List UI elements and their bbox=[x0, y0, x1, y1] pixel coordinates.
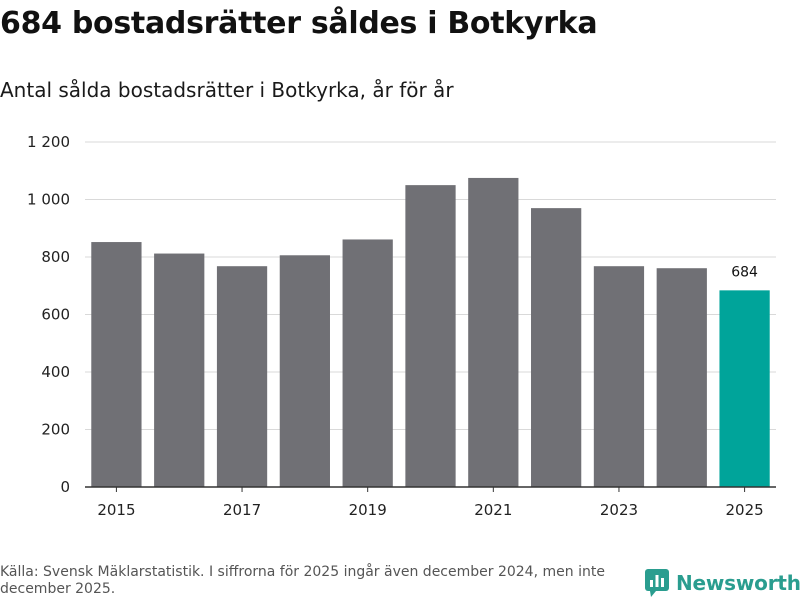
y-tick-label: 800 bbox=[41, 248, 70, 266]
x-tick-label: 2021 bbox=[474, 501, 512, 519]
y-tick-label: 200 bbox=[41, 421, 70, 439]
bar-2016 bbox=[154, 253, 205, 487]
y-tick-label: 0 bbox=[60, 478, 70, 496]
y-tick-label: 1 000 bbox=[27, 191, 70, 209]
bars bbox=[85, 177, 776, 488]
bar-2023 bbox=[593, 266, 645, 487]
y-tick-label: 600 bbox=[41, 306, 70, 324]
bar-2019 bbox=[342, 239, 393, 487]
bar-2018 bbox=[279, 255, 330, 487]
chart-subtitle: Antal sålda bostadsrätter i Botkyrka, år… bbox=[0, 78, 454, 102]
x-tick-label: 2015 bbox=[97, 501, 135, 519]
x-tick-label: 2025 bbox=[725, 501, 763, 519]
x-tick-label: 2017 bbox=[223, 501, 261, 519]
bar-2015 bbox=[91, 242, 142, 487]
bar-2017 bbox=[216, 266, 268, 487]
bar-2021 bbox=[468, 177, 519, 487]
source-note: Källa: Svensk Mäklarstatistik. I siffror… bbox=[0, 564, 605, 597]
y-tick-label: 1 200 bbox=[27, 133, 70, 151]
brand-logo[interactable]: Newsworthy bbox=[644, 566, 800, 600]
brand-name: Newsworthy bbox=[676, 571, 800, 595]
bar-2025 bbox=[719, 290, 770, 487]
chart-title: 684 bostadsrätter såldes i Botkyrka bbox=[0, 6, 598, 41]
x-tick-label: 2019 bbox=[349, 501, 387, 519]
bar-2024 bbox=[656, 268, 707, 487]
data-label-2025: 684 bbox=[731, 264, 758, 280]
y-tick-label: 400 bbox=[41, 363, 70, 381]
bar-2022 bbox=[531, 208, 582, 487]
newsworthy-logo-icon bbox=[645, 569, 669, 597]
bar-chart: 0 200 400 600 800 1 000 1 200 2015 2017 2019 2021… bbox=[27, 133, 776, 519]
x-axis-ticks: 2015 2017 2019 2021 2023 2025 bbox=[97, 487, 764, 519]
y-axis-ticks: 0 200 400 600 800 1 000 1 200 bbox=[27, 133, 70, 496]
bar-2020 bbox=[405, 185, 456, 487]
x-tick-label: 2023 bbox=[600, 501, 638, 519]
data-labels: 684 bbox=[731, 264, 758, 280]
